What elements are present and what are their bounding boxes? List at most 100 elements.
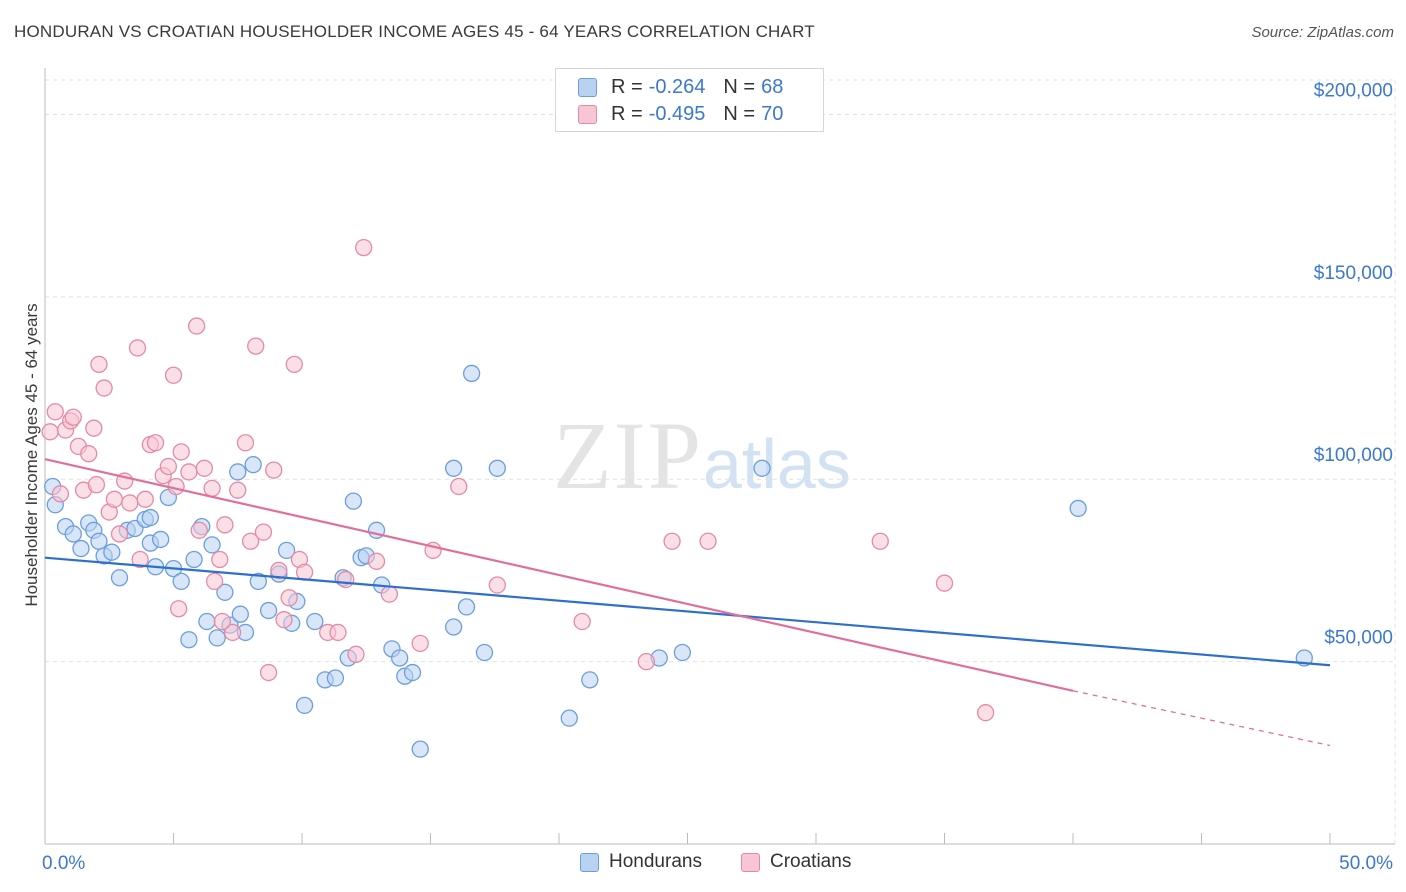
croatian-point [270,561,288,580]
croatian-point [223,623,242,642]
croatian-point [380,585,399,603]
croatian-point [146,434,165,452]
legend-r-label: R = [611,102,643,125]
croatian-point [169,600,188,618]
y-tick-label: $150,000 [1314,263,1393,284]
croatian-point [976,704,995,722]
croatian-point [164,366,183,384]
honduran-point [103,543,121,561]
honduran-point [259,601,278,620]
legend-r-value: -0.264 [648,75,706,98]
croatian-point [95,379,113,397]
x-tick-label: 50.0% [1339,853,1393,874]
croatian-point [64,408,82,426]
honduran-point [277,541,296,560]
x-tick-label: 0.0% [42,853,85,874]
honduran-point [229,463,247,481]
croatian-point [259,663,278,682]
honduran-point [306,612,324,631]
croatian-point [265,461,283,479]
croatian-point [205,572,224,591]
legend-label-hondurans: Hondurans [609,851,702,872]
honduran-point [444,618,463,636]
honduran-point [488,459,506,477]
croatian-point [128,339,147,357]
watermark: ZIPatlas [553,400,851,511]
croatian-point [935,574,954,592]
croatian-point [90,355,108,373]
legend-item-hondurans: Hondurans [580,851,702,873]
legend-row-croatians: R = -0.495 N = 70 [578,101,783,127]
y-tick-label: $50,000 [1324,628,1393,649]
watermark-atlas: atlas [703,425,851,503]
tick-labels: $50,000 $100,000 $150,000 $200,000 0.0% 50.0% [42,80,1393,874]
croatian-point [213,612,231,631]
honduran-point [753,459,771,477]
legend-r-value: -0.495 [648,102,706,125]
trend-lines [44,458,1331,747]
legend-n-label: N = [723,102,756,125]
croatian-point [136,490,154,508]
honduran-point [151,530,170,549]
croatian-point [280,589,298,607]
croatian-point [187,317,206,335]
croatians-trend-extension [1072,690,1331,747]
croatian-point [573,612,591,631]
croatian-point [131,550,149,569]
croatian-point [195,459,213,477]
honduran-point [344,492,363,510]
honduran-point [560,709,578,727]
croatian-point [159,457,178,476]
croatian-point [663,532,681,550]
croatian-point [203,479,221,498]
hondurans-points [44,364,1313,758]
legend-n-label: N = [723,75,756,98]
honduran-point [198,612,216,631]
honduran-point [110,569,129,587]
croatian-point [637,652,656,671]
legend-swatch-hondurans [580,852,599,872]
axes [44,68,1395,845]
croatian-point [105,490,124,508]
y-tick-label: $200,000 [1314,80,1393,101]
y-axis-label: Householder Income Ages 45 - 64 years [22,303,41,606]
croatian-point [172,443,190,461]
croatian-point [41,423,59,441]
honduran-point [457,598,476,616]
croatian-point [275,611,293,629]
chart-source: Source: ZipAtlas.com [1251,24,1394,41]
legend-n-value: 70 [761,102,784,125]
honduran-point [475,643,494,662]
croatian-point [488,576,506,594]
watermark-zip: ZIP [553,402,703,509]
honduran-point [411,740,429,758]
legend-label-croatians: Croatians [770,851,852,872]
legend-row-hondurans: R = -0.264 N = 68 [578,74,783,100]
legend-r-label: R = [611,75,643,98]
honduran-point [326,669,345,687]
croatian-point [411,634,429,653]
honduran-point [231,605,249,623]
croatian-point [347,645,365,663]
honduran-point [391,649,409,667]
honduran-point [72,539,90,558]
honduran-point [462,364,481,383]
y-tick-label: $100,000 [1314,445,1393,466]
croatian-point [337,570,355,589]
croatian-point [87,476,106,494]
honduran-point [90,532,108,550]
croatian-point [699,532,717,550]
honduran-point [244,455,262,474]
honduran-point [64,525,82,543]
croatian-point [190,521,208,539]
honduran-point [673,643,692,662]
croatian-point [51,485,70,503]
croatian-point [241,532,260,550]
croatians-points [41,238,995,722]
legend-swatch-hondurans [578,77,597,97]
honduran-point [208,629,226,647]
hondurans-trend-line [44,556,1331,667]
honduran-point [249,572,267,591]
croatians-trend-line [44,458,1074,692]
